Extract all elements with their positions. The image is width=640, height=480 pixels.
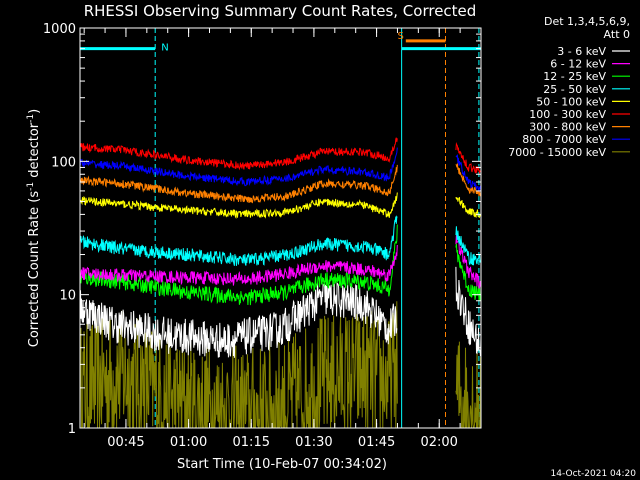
x-tick-label: 02:00 xyxy=(420,435,457,450)
x-tick-label: 01:30 xyxy=(295,435,332,450)
series-line-800-7000-kev-seg1 xyxy=(79,147,398,187)
flag-label-S: S xyxy=(397,31,403,42)
series-line-7000-15000-kev-seg1 xyxy=(79,301,398,429)
y-tick-label: 1000 xyxy=(43,22,76,37)
legend-header-line-2: Att 0 xyxy=(604,28,630,41)
flag-label-N: N xyxy=(161,43,168,54)
plot-area: NS xyxy=(79,28,482,429)
x-tick-label: 01:00 xyxy=(170,435,207,450)
legend-label: 300 - 800 keV xyxy=(529,121,606,134)
footer-timestamp: 14-Oct-2021 04:20 xyxy=(551,469,637,479)
plot-frame xyxy=(79,27,482,429)
legend-label: 7000 - 15000 keV xyxy=(508,146,606,159)
legend-label: 25 - 50 keV xyxy=(543,83,606,96)
x-tick-label: 01:15 xyxy=(233,435,270,450)
series-line-50-100-kev-seg1 xyxy=(79,192,398,220)
series-line-3-6-kev-seg2 xyxy=(455,266,482,357)
x-axis-label: Start Time (10-Feb-07 00:34:02) xyxy=(177,457,387,472)
series-line-12-25-kev-seg1 xyxy=(80,224,398,306)
series-line-100-300-kev-seg1 xyxy=(79,137,398,171)
legend-label: 6 - 12 keV xyxy=(550,58,606,71)
series-line-100-300-kev-seg2 xyxy=(455,141,482,175)
legend-label: 50 - 100 keV xyxy=(536,95,606,108)
series-line-300-800-kev-seg2 xyxy=(455,163,482,198)
series-line-300-800-kev-seg1 xyxy=(79,164,398,204)
x-tick-label: 00:45 xyxy=(107,435,144,450)
legend-label: 3 - 6 keV xyxy=(557,45,606,58)
y-axis-label: Corrected Count Rate (s-1 detector-1) xyxy=(26,109,42,347)
y-axis: 1 10 100 1000 xyxy=(43,22,481,437)
y-tick-label: 1 xyxy=(68,422,76,437)
series-line-50-100-kev-seg2 xyxy=(455,196,482,219)
series-line-800-7000-kev-seg2 xyxy=(455,154,482,193)
series-line-25-50-kev-seg2 xyxy=(455,226,482,266)
legend-label: 12 - 25 keV xyxy=(543,70,606,83)
y-tick-label: 10 xyxy=(59,289,76,304)
x-tick-label: 01:45 xyxy=(358,435,395,450)
x-axis: 00:45 01:00 01:15 01:30 01:45 02:00 xyxy=(83,28,461,450)
series-line-3-6-kev-seg1 xyxy=(79,281,398,358)
chart-title: RHESSI Observing Summary Count Rates, Co… xyxy=(84,2,477,20)
legend-header-line-1: Det 1,3,4,5,6,9, xyxy=(544,15,630,28)
series-line-6-12-kev-seg1 xyxy=(79,244,398,286)
y-tick-label: 100 xyxy=(51,155,76,170)
legend-label: 800 - 7000 keV xyxy=(522,133,606,146)
series-line-6-12-kev-seg2 xyxy=(455,235,482,289)
legend-label: 100 - 300 keV xyxy=(529,108,606,121)
series-line-25-50-kev-seg1 xyxy=(79,215,398,266)
series-line-12-25-kev-seg2 xyxy=(455,243,482,302)
